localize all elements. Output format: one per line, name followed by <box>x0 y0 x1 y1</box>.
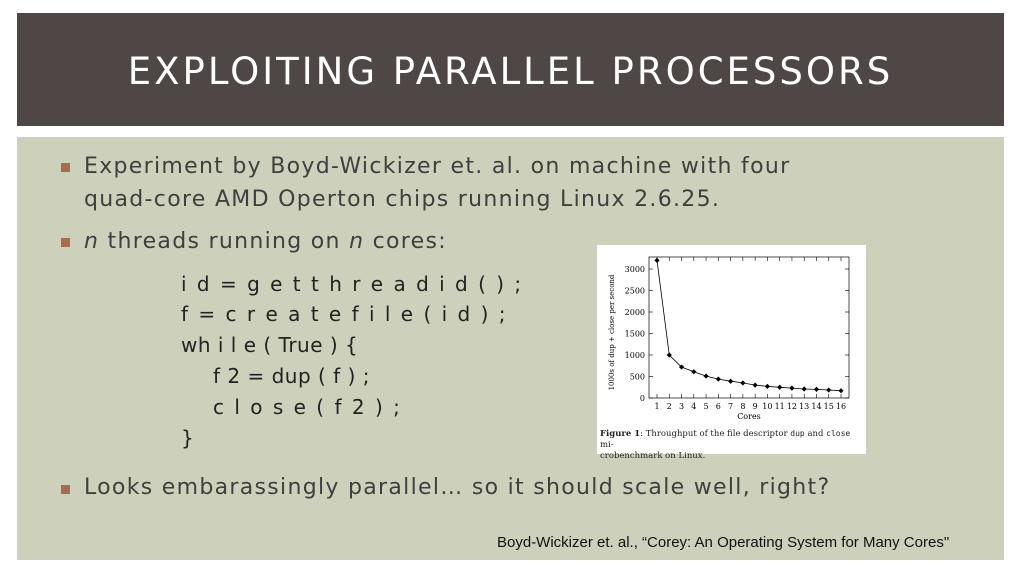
caption-code-close: close <box>826 429 851 438</box>
slide-title: EXPLOITING PARALLEL PROCESSORS <box>127 50 894 93</box>
figure: 0 500 1000 1500 2000 2500 3000 1 2 3 4 5 6 7 8 9 10 11 12 1… <box>597 245 866 461</box>
data-point <box>764 383 770 389</box>
x-tick-label: 9 <box>753 402 758 411</box>
source-citation: Boyd-Wickizer et. al., “Corey: An Operat… <box>497 534 950 551</box>
x-tick-label: 6 <box>716 402 721 411</box>
y-tick-label: 2000 <box>625 308 645 317</box>
figure-caption: Figure 1: Throughput of the file descrip… <box>600 428 864 462</box>
y-tick-label: 1000 <box>625 351 645 360</box>
data-point <box>777 384 783 390</box>
bullet-2-mid: threads running on <box>99 229 350 254</box>
bullet-2-end: cores: <box>364 229 447 254</box>
data-point <box>703 373 709 379</box>
plot-frame <box>648 256 850 399</box>
x-tick-label: 16 <box>836 402 846 411</box>
x-tick-label: 4 <box>691 402 696 411</box>
data-point <box>728 378 734 384</box>
bullet-3-text: Looks embarassingly parallel… so it shou… <box>84 475 831 500</box>
title-bar: EXPLOITING PARALLEL PROCESSORS <box>17 13 1004 126</box>
x-tick-label: 13 <box>799 402 809 411</box>
bullet-1-line-2: quad-core AMD Operton chips running Linu… <box>84 187 721 212</box>
code-line-5: c l o s e ( f 2 ) ; <box>213 395 402 419</box>
caption-label: Figure 1 <box>600 429 641 439</box>
code-line-6: } <box>181 426 196 450</box>
x-tick-label: 1 <box>654 402 659 411</box>
x-tick-label: 7 <box>728 402 733 411</box>
y-tick-label: 2500 <box>625 287 645 296</box>
data-point <box>813 386 820 392</box>
x-tick-label: 10 <box>762 402 772 411</box>
x-axis-label: Cores <box>737 412 761 421</box>
y-tick-label: 500 <box>630 373 645 382</box>
x-tick-label: 12 <box>787 402 797 411</box>
code-line-3: wh i l e ( True ) { <box>181 333 359 357</box>
data-point <box>789 385 795 391</box>
data-point <box>801 386 807 392</box>
data-point <box>654 257 660 263</box>
caption-line-2: crobenchmark on Linux. <box>600 451 706 461</box>
code-line-4: f 2 = dup ( f ) ; <box>213 364 370 388</box>
caption-code-dup: dup <box>790 429 805 438</box>
x-tick-label: 11 <box>775 402 785 411</box>
bullet-2-n-1: n <box>84 229 100 254</box>
caption-before: : Throughput of the file descriptor <box>640 429 791 439</box>
y-axis-label: 1000s of dup + close per second <box>608 274 616 390</box>
y-tick-label: 0 <box>640 394 645 403</box>
data-point <box>838 388 844 394</box>
x-tick-label: 2 <box>667 402 672 411</box>
bullet-2-n-2: n <box>349 229 365 254</box>
bullet-marker <box>61 163 70 172</box>
caption-after: mi- <box>600 440 614 450</box>
x-tick-label: 3 <box>679 402 684 411</box>
code-line-2: f = c r e a t e f i l e ( i d ) ; <box>181 302 508 326</box>
x-tick-label: 8 <box>740 402 745 411</box>
data-point <box>740 380 746 386</box>
x-tick-label: 14 <box>811 402 821 411</box>
caption-and: and <box>804 429 827 439</box>
data-point <box>826 387 832 393</box>
bullet-marker <box>61 238 70 247</box>
data-point <box>666 352 672 358</box>
data-point <box>691 369 697 375</box>
y-tick-label: 3000 <box>625 265 645 274</box>
x-tick-label: 5 <box>704 402 709 411</box>
bullet-1-line-1: Experiment by Boyd-Wickizer et. al. on m… <box>84 154 791 179</box>
bullet-2-text: n threads running on n cores: <box>84 229 447 254</box>
data-point <box>715 376 721 382</box>
series-line <box>656 260 842 392</box>
data-point <box>752 382 758 388</box>
y-tick-label: 1500 <box>625 330 645 339</box>
code-line-1: i d = g e t t h r e a d i d ( ) ; <box>181 272 524 296</box>
bullet-marker <box>61 485 70 494</box>
x-tick-label: 15 <box>824 402 834 411</box>
